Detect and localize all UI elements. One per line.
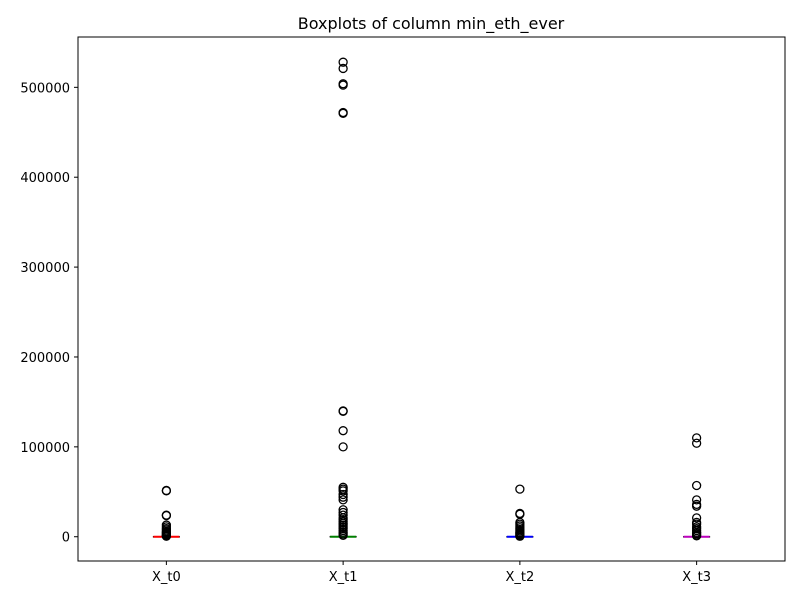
outlier-point bbox=[338, 486, 348, 496]
outlier-point bbox=[338, 530, 348, 541]
y-tick-label: 300000 bbox=[20, 261, 70, 276]
box-X_t0 bbox=[152, 485, 180, 541]
outlier-point bbox=[691, 480, 702, 491]
box-X_t2 bbox=[506, 484, 534, 541]
outlier-point bbox=[338, 507, 348, 518]
outlier-point bbox=[515, 531, 525, 541]
outlier-point bbox=[338, 495, 348, 505]
x-tick-label: X_t1 bbox=[329, 570, 358, 585]
plot-area-frame bbox=[77, 36, 786, 562]
outlier-point bbox=[338, 426, 348, 436]
box-X_t1 bbox=[329, 57, 357, 541]
outlier-point bbox=[691, 433, 702, 443]
y-tick-label: 100000 bbox=[20, 441, 70, 456]
outlier-point bbox=[338, 492, 348, 502]
x-tick-label: X_t2 bbox=[505, 570, 534, 585]
x-tick-label: X_t3 bbox=[682, 570, 711, 585]
outlier-point bbox=[161, 510, 172, 521]
chart-title: Boxplots of column min_eth_ever bbox=[298, 14, 565, 34]
outlier-point bbox=[338, 406, 348, 416]
outlier-point bbox=[338, 442, 348, 452]
boxes bbox=[152, 57, 711, 541]
y-tick-label: 0 bbox=[62, 531, 70, 546]
x-tick-label: X_t0 bbox=[152, 570, 181, 585]
y-axis: 0 100000 200000 300000 400000 500000 bbox=[20, 81, 78, 546]
outlier-point bbox=[338, 80, 348, 90]
outlier-point bbox=[161, 531, 172, 541]
outlier-point bbox=[338, 63, 348, 74]
outlier-point bbox=[161, 485, 172, 496]
y-tick-label: 400000 bbox=[20, 171, 70, 186]
outlier-point bbox=[691, 513, 702, 523]
outlier-point bbox=[691, 438, 702, 448]
outlier-point bbox=[691, 501, 702, 511]
y-tick-label: 500000 bbox=[20, 81, 70, 96]
outlier-point bbox=[515, 484, 525, 494]
outlier-point bbox=[338, 108, 348, 119]
outlier-point bbox=[338, 57, 348, 67]
x-axis: X_t0 X_t1 X_t2 X_t3 bbox=[152, 561, 711, 585]
box-X_t3 bbox=[683, 433, 711, 541]
y-tick-label: 200000 bbox=[20, 351, 70, 366]
outlier-point bbox=[691, 531, 702, 541]
outlier-point bbox=[691, 495, 702, 505]
outlier-point bbox=[338, 489, 348, 500]
